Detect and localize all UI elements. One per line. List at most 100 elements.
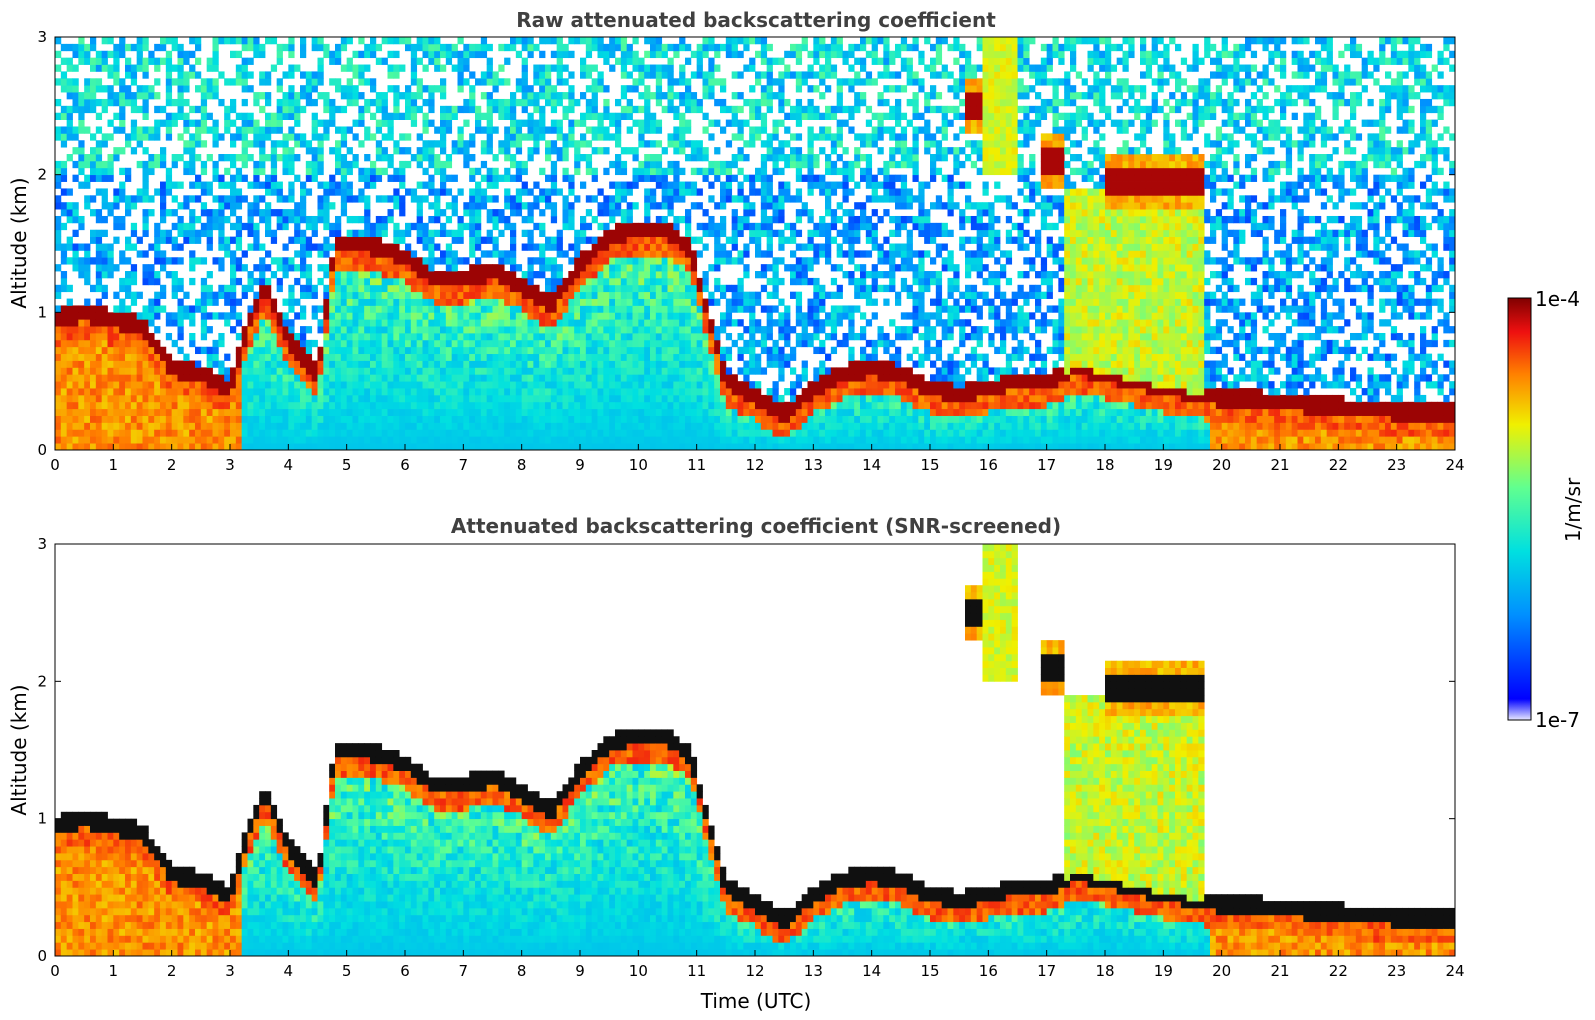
heatmap-cell <box>305 422 313 430</box>
heatmap-cell <box>480 140 488 148</box>
heatmap-cell <box>510 381 517 389</box>
heatmap-cell <box>410 401 418 410</box>
heatmap-cell <box>591 215 598 224</box>
heatmap-cell <box>667 388 674 396</box>
heatmap-cell <box>620 305 628 313</box>
heatmap-cell <box>504 401 511 410</box>
heatmap-cell <box>708 229 715 238</box>
heatmap-cell <box>609 119 616 127</box>
heatmap-cell <box>527 312 534 320</box>
heatmap-cell <box>492 236 499 244</box>
heatmap-cell <box>294 346 301 355</box>
heatmap-cell <box>265 250 272 258</box>
heatmap-cell <box>498 78 505 86</box>
heatmap-cell <box>317 92 324 100</box>
heatmap-cell <box>370 181 377 189</box>
heatmap-cell <box>626 85 633 93</box>
heatmap-cell <box>410 257 418 265</box>
heatmap-cell <box>206 57 213 65</box>
heatmap-cell <box>515 401 523 410</box>
heatmap-cell <box>655 319 663 327</box>
heatmap-cell <box>527 277 534 286</box>
heatmap-cell <box>545 188 552 196</box>
heatmap-cell <box>60 319 68 327</box>
heatmap-cell <box>346 429 353 437</box>
heatmap-cell <box>615 160 622 169</box>
heatmap-cell <box>165 415 173 423</box>
heatmap-cell <box>457 332 464 341</box>
heatmap-cell <box>556 133 563 141</box>
heatmap-cell <box>626 71 633 79</box>
heatmap-cell <box>685 264 692 272</box>
heatmap-cell <box>475 305 482 313</box>
heatmap-cell <box>294 202 301 210</box>
heatmap-cell <box>393 346 400 355</box>
heatmap-cell <box>177 277 184 286</box>
heatmap-cell <box>189 140 196 148</box>
heatmap-cell <box>702 277 709 286</box>
heatmap-cell <box>72 436 79 444</box>
heatmap-cell <box>539 305 546 313</box>
heatmap-cell <box>340 332 348 341</box>
heatmap-cell <box>469 353 476 361</box>
heatmap-cell <box>276 209 283 217</box>
heatmap-cell <box>498 312 505 320</box>
heatmap-cell <box>708 415 715 423</box>
heatmap-cell <box>259 160 266 169</box>
heatmap-cell <box>329 346 336 355</box>
heatmap-cell <box>416 215 423 224</box>
heatmap-cell <box>259 422 266 430</box>
heatmap-cell <box>90 381 97 389</box>
heatmap-cell <box>95 401 103 410</box>
heatmap-cell <box>451 291 458 299</box>
heatmap-cell <box>440 422 447 430</box>
heatmap-cell <box>370 78 377 86</box>
heatmap-cell <box>352 381 359 389</box>
heatmap-cell <box>90 319 97 327</box>
heatmap-cell <box>527 50 534 59</box>
heatmap-cell <box>393 415 400 423</box>
heatmap-cell <box>679 243 686 251</box>
heatmap-cell <box>189 312 196 320</box>
heatmap-cell <box>358 215 365 224</box>
heatmap-cell <box>224 367 231 375</box>
heatmap-cell <box>224 78 231 86</box>
heatmap-cell <box>515 319 523 327</box>
heatmap-cell <box>416 388 423 396</box>
heatmap-cell <box>615 57 622 65</box>
heatmap-cell <box>189 388 196 396</box>
heatmap-cell <box>119 257 126 265</box>
heatmap-cell <box>626 181 633 189</box>
heatmap-cell <box>597 147 604 155</box>
heatmap-cell <box>165 353 173 361</box>
heatmap-cell <box>107 360 114 368</box>
heatmap-cell <box>451 250 458 258</box>
heatmap-cell <box>335 236 342 244</box>
heatmap-cell <box>550 126 558 134</box>
heatmap-cell <box>212 43 219 52</box>
heatmap-cell <box>416 92 423 100</box>
heatmap-cell <box>480 312 488 320</box>
heatmap-cell <box>195 126 202 134</box>
heatmap-cell <box>119 332 126 341</box>
heatmap-cell <box>130 312 138 320</box>
heatmap-cell <box>696 50 703 59</box>
heatmap-cell <box>580 381 587 389</box>
heatmap-cell <box>410 92 418 100</box>
heatmap-cell <box>626 312 633 320</box>
heatmap-cell <box>218 367 225 375</box>
heatmap-cell <box>673 305 680 313</box>
heatmap-cell <box>539 188 546 196</box>
heatmap-cell <box>218 174 225 182</box>
heatmap-cell <box>125 133 132 141</box>
heatmap-cell <box>410 436 418 444</box>
heatmap-cell <box>545 298 552 306</box>
heatmap-cell <box>241 160 248 169</box>
heatmap-cell <box>591 381 598 389</box>
heatmap-cell <box>142 250 149 258</box>
heatmap-cell <box>428 360 435 368</box>
heatmap-cell <box>486 209 493 217</box>
heatmap-cell <box>370 429 377 437</box>
heatmap-cell <box>591 346 598 355</box>
heatmap-cell <box>130 436 138 444</box>
